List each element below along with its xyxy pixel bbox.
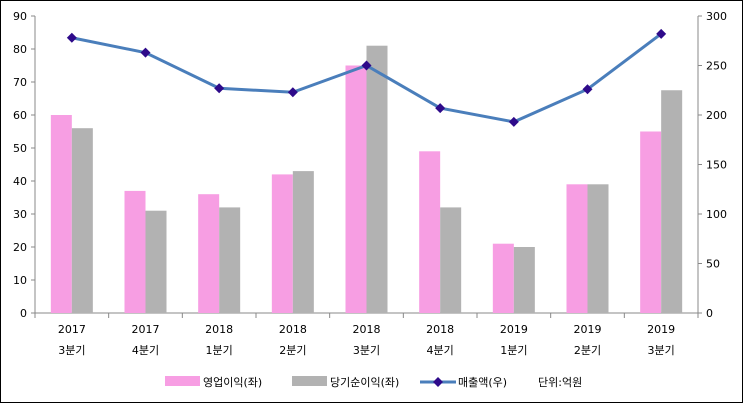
x-label-year: 2018 xyxy=(279,323,307,336)
bar-operating-profit xyxy=(124,190,146,313)
revenue-marker xyxy=(287,87,298,98)
legend-label-net-income: 당기순이익(좌) xyxy=(330,376,399,389)
bar-operating-profit xyxy=(271,174,293,313)
right-tick-label: 150 xyxy=(706,159,727,172)
revenue-marker xyxy=(435,103,446,114)
left-tick-label: 10 xyxy=(13,274,27,287)
left-tick-label: 20 xyxy=(13,241,27,254)
bar-net-income xyxy=(440,207,462,313)
bar-net-income xyxy=(513,247,535,313)
x-label-quarter: 1분기 xyxy=(500,344,527,357)
x-label-year: 2018 xyxy=(353,323,381,336)
bar-net-income xyxy=(366,45,388,313)
right-tick-label: 0 xyxy=(706,307,713,320)
bar-operating-profit xyxy=(566,184,588,313)
legend-marker-revenue xyxy=(433,377,443,387)
left-tick-label: 40 xyxy=(13,175,27,188)
left-tick-label: 50 xyxy=(13,142,27,155)
x-label-quarter: 4분기 xyxy=(132,344,159,357)
right-tick-label: 300 xyxy=(706,10,727,23)
x-label-quarter: 3분기 xyxy=(58,344,85,357)
x-label-year: 2019 xyxy=(500,323,528,336)
left-tick-label: 90 xyxy=(13,10,27,23)
x-label-quarter: 4분기 xyxy=(427,344,454,357)
right-tick-label: 250 xyxy=(706,60,727,73)
bar-net-income xyxy=(219,207,241,313)
bar-net-income xyxy=(71,128,93,313)
bar-net-income xyxy=(292,171,314,313)
revenue-marker xyxy=(361,60,372,71)
revenue-marker xyxy=(140,47,151,58)
bar-operating-profit xyxy=(50,115,72,313)
legend-swatch-operating-profit xyxy=(165,376,200,386)
legend-swatch-net-income xyxy=(292,376,327,386)
revenue-marker xyxy=(656,28,667,39)
bar-operating-profit xyxy=(640,131,662,313)
revenue-marker xyxy=(508,116,519,127)
x-label-quarter: 3분기 xyxy=(353,344,380,357)
bar-operating-profit xyxy=(345,65,367,313)
x-label-year: 2017 xyxy=(58,323,86,336)
x-label-year: 2019 xyxy=(574,323,602,336)
left-tick-label: 0 xyxy=(20,307,27,320)
bar-operating-profit xyxy=(419,151,441,313)
x-label-year: 2018 xyxy=(426,323,454,336)
left-tick-label: 80 xyxy=(13,43,27,56)
legend-label-operating-profit: 영업이익(좌) xyxy=(203,376,262,389)
x-label-quarter: 3분기 xyxy=(648,344,675,357)
legend-label-revenue: 매출액(우) xyxy=(458,376,507,389)
bar-operating-profit xyxy=(198,194,220,313)
x-label-quarter: 2분기 xyxy=(279,344,306,357)
revenue-marker xyxy=(66,32,77,43)
right-tick-label: 200 xyxy=(706,109,727,122)
x-label-quarter: 1분기 xyxy=(206,344,233,357)
unit-note: 단위:억원 xyxy=(538,376,582,389)
left-tick-label: 70 xyxy=(13,76,27,89)
revenue-marker xyxy=(582,84,593,95)
revenue-marker xyxy=(214,83,225,94)
bar-net-income xyxy=(145,210,167,313)
bar-net-income xyxy=(661,90,683,313)
left-tick-label: 30 xyxy=(13,208,27,221)
right-tick-label: 100 xyxy=(706,208,727,221)
left-tick-label: 60 xyxy=(13,109,27,122)
x-label-year: 2017 xyxy=(132,323,160,336)
bar-operating-profit xyxy=(492,243,514,313)
x-label-year: 2018 xyxy=(205,323,233,336)
bar-net-income xyxy=(587,184,609,313)
x-label-year: 2019 xyxy=(647,323,675,336)
right-tick-label: 50 xyxy=(706,258,720,271)
x-label-quarter: 2분기 xyxy=(574,344,601,357)
